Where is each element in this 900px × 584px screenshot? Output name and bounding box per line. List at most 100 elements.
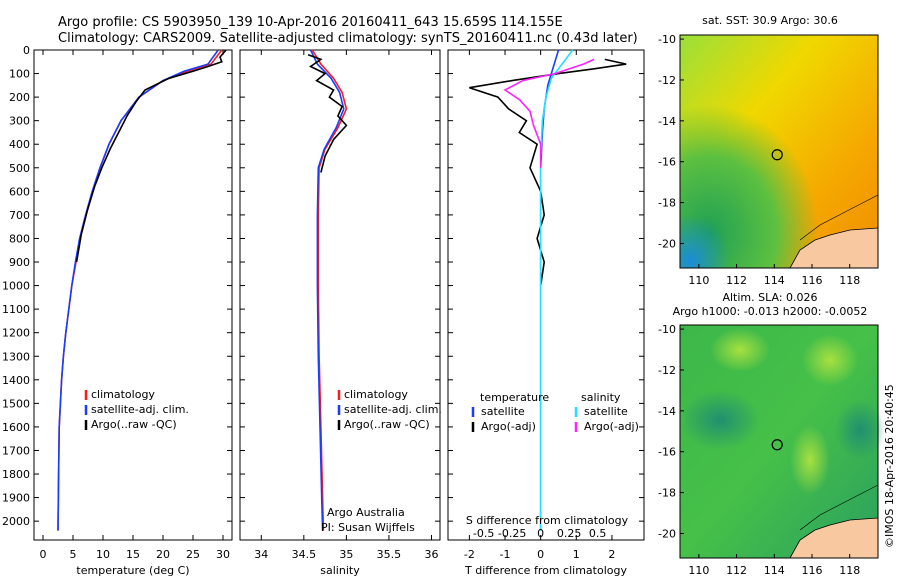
series-line xyxy=(539,49,574,531)
series-line xyxy=(57,49,219,531)
sla-coastline xyxy=(789,517,879,559)
sst-map-frame xyxy=(679,34,879,269)
sst-map-panel: sat. SST: 30.9 Argo: 30.6 110 112 114 116 11… xyxy=(658,14,879,287)
y-tick-label: 1600 xyxy=(2,421,30,434)
map-x-tick-label: 114 xyxy=(764,274,785,287)
y-tick-label: 0 xyxy=(23,44,30,57)
legend-label: satellite xyxy=(584,405,628,418)
map-x-tick-label: 110 xyxy=(688,564,709,577)
map-y-tick-label: -20 xyxy=(658,527,676,540)
legend-title-temperature: temperature xyxy=(480,391,549,404)
sla-map-axes: 110 112 114 116 118 -10 -12 -14 -16 -18 -20 xyxy=(658,323,860,577)
salinity-panel: 34 34.5 35 35.5 36 salinity climatology satelli… xyxy=(239,49,442,577)
top-x-tick-label: 0 xyxy=(537,527,544,540)
top-axis-label: S difference from climatology xyxy=(466,514,629,527)
sla-low-patch xyxy=(680,390,760,450)
x-tick-label: 20 xyxy=(156,548,170,561)
plot-frame xyxy=(33,49,233,541)
x-tick-label: 2 xyxy=(608,548,615,561)
sla-map-frame xyxy=(679,324,879,559)
y-tick-label: 100 xyxy=(9,68,30,81)
figure-title-line1: Argo profile: CS 5903950_139 10-Apr-2016… xyxy=(58,15,563,30)
sla-land xyxy=(790,518,878,558)
x-tick-label: 0 xyxy=(537,548,544,561)
legend-label: satellite-adj. clim. xyxy=(344,403,442,416)
sla-low-patch xyxy=(835,400,885,460)
map-y-tick-label: -12 xyxy=(658,74,676,87)
y-tick-label: 500 xyxy=(9,162,30,175)
x-tick-label: 15 xyxy=(126,548,140,561)
top-x-tick-label: -0.5 xyxy=(473,527,494,540)
legend-label: satellite xyxy=(481,405,525,418)
top-x-tick-label: 0.25 xyxy=(557,527,582,540)
map-x-tick-label: 118 xyxy=(839,564,860,577)
sst-land xyxy=(790,228,878,268)
map-x-tick-label: 112 xyxy=(726,564,747,577)
legend-label: Argo(..raw -QC) xyxy=(91,418,177,431)
x-tick-label: 35.5 xyxy=(377,548,402,561)
top-x-tick-label: -0.25 xyxy=(498,527,526,540)
map-y-tick-label: -16 xyxy=(658,446,676,459)
sla-argo-location-marker xyxy=(771,439,783,451)
sla-high-patch xyxy=(790,425,830,495)
legend-label: climatology xyxy=(91,388,155,401)
legend-label: Argo(..raw -QC) xyxy=(344,418,430,431)
map-y-tick-label: -10 xyxy=(658,33,676,46)
sla-high-patch xyxy=(710,328,770,372)
x-tick-label: 34 xyxy=(254,548,268,561)
map-x-tick-label: 110 xyxy=(688,274,709,287)
y-tick-label: 2000 xyxy=(2,515,30,528)
y-tick-label: 300 xyxy=(9,115,30,128)
map-y-tick-label: -12 xyxy=(658,364,676,377)
legend-title-salinity: salinity xyxy=(581,391,621,404)
map-y-tick-label: -14 xyxy=(658,405,676,418)
sst-map-title: sat. SST: 30.9 Argo: 30.6 xyxy=(702,14,838,27)
y-tick-label: 1800 xyxy=(2,468,30,481)
series-line xyxy=(469,58,627,286)
y-tick-label: 800 xyxy=(9,232,30,245)
sla-map-title: Altim. SLA: 0.026 xyxy=(722,291,817,304)
x-tick-label: -1 xyxy=(500,548,511,561)
annotation-pi: PI: Susan Wijffels xyxy=(321,521,415,534)
legend-label: Argo(-adj) xyxy=(481,420,536,433)
y-tick-label: 1100 xyxy=(2,303,30,316)
map-y-tick-label: -18 xyxy=(658,487,676,500)
imos-timestamp: ©IMOS 18-Apr-2016 20:40:45 xyxy=(883,384,896,548)
legend-label: satellite-adj. clim. xyxy=(91,403,189,416)
x-axis-label: salinity xyxy=(320,564,360,577)
sst-cold-water xyxy=(680,35,878,268)
x-tick-label: 0 xyxy=(40,548,47,561)
sla-map-subtitle: Argo h1000: -0.013 h2000: -0.0052 xyxy=(673,305,868,318)
sst-coastline xyxy=(789,227,879,269)
map-y-tick-label: -10 xyxy=(658,323,676,336)
sst-argo-location-marker xyxy=(771,149,783,161)
sla-high-patch xyxy=(802,334,858,386)
map-x-tick-label: 114 xyxy=(764,564,785,577)
x-tick-label: -2 xyxy=(464,548,475,561)
annotation-institution: Argo Australia xyxy=(327,506,405,519)
map-x-tick-label: 116 xyxy=(802,274,823,287)
x-tick-label: 36 xyxy=(424,548,438,561)
series-line xyxy=(309,49,345,531)
x-axis-label: temperature (deg C) xyxy=(76,564,189,577)
y-tick-label: 1000 xyxy=(2,280,30,293)
map-x-tick-label: 112 xyxy=(726,274,747,287)
map-y-tick-label: -20 xyxy=(658,237,676,250)
difference-panel: -2 -1 0 1 2 T difference from climatology -0.5… xyxy=(447,49,645,577)
legend-label: Argo(-adj) xyxy=(584,420,639,433)
map-y-tick-label: -16 xyxy=(658,156,676,169)
sla-map-panel: Altim. SLA: 0.026 Argo h1000: -0.013 h20… xyxy=(658,291,885,577)
y-tick-label: 900 xyxy=(9,256,30,269)
x-tick-label: 5 xyxy=(70,548,77,561)
x-tick-label: 35 xyxy=(339,548,353,561)
series-line xyxy=(75,49,227,263)
y-tick-label: 1200 xyxy=(2,327,30,340)
x-tick-label: 34.5 xyxy=(292,548,317,561)
y-tick-label: 1900 xyxy=(2,492,30,505)
y-tick-label: 600 xyxy=(9,185,30,198)
series-line xyxy=(307,53,348,173)
sst-bathymetry-contour xyxy=(799,194,879,241)
x-axis-label: T difference from climatology xyxy=(464,564,627,577)
sla-bathymetry-contour xyxy=(799,484,879,531)
